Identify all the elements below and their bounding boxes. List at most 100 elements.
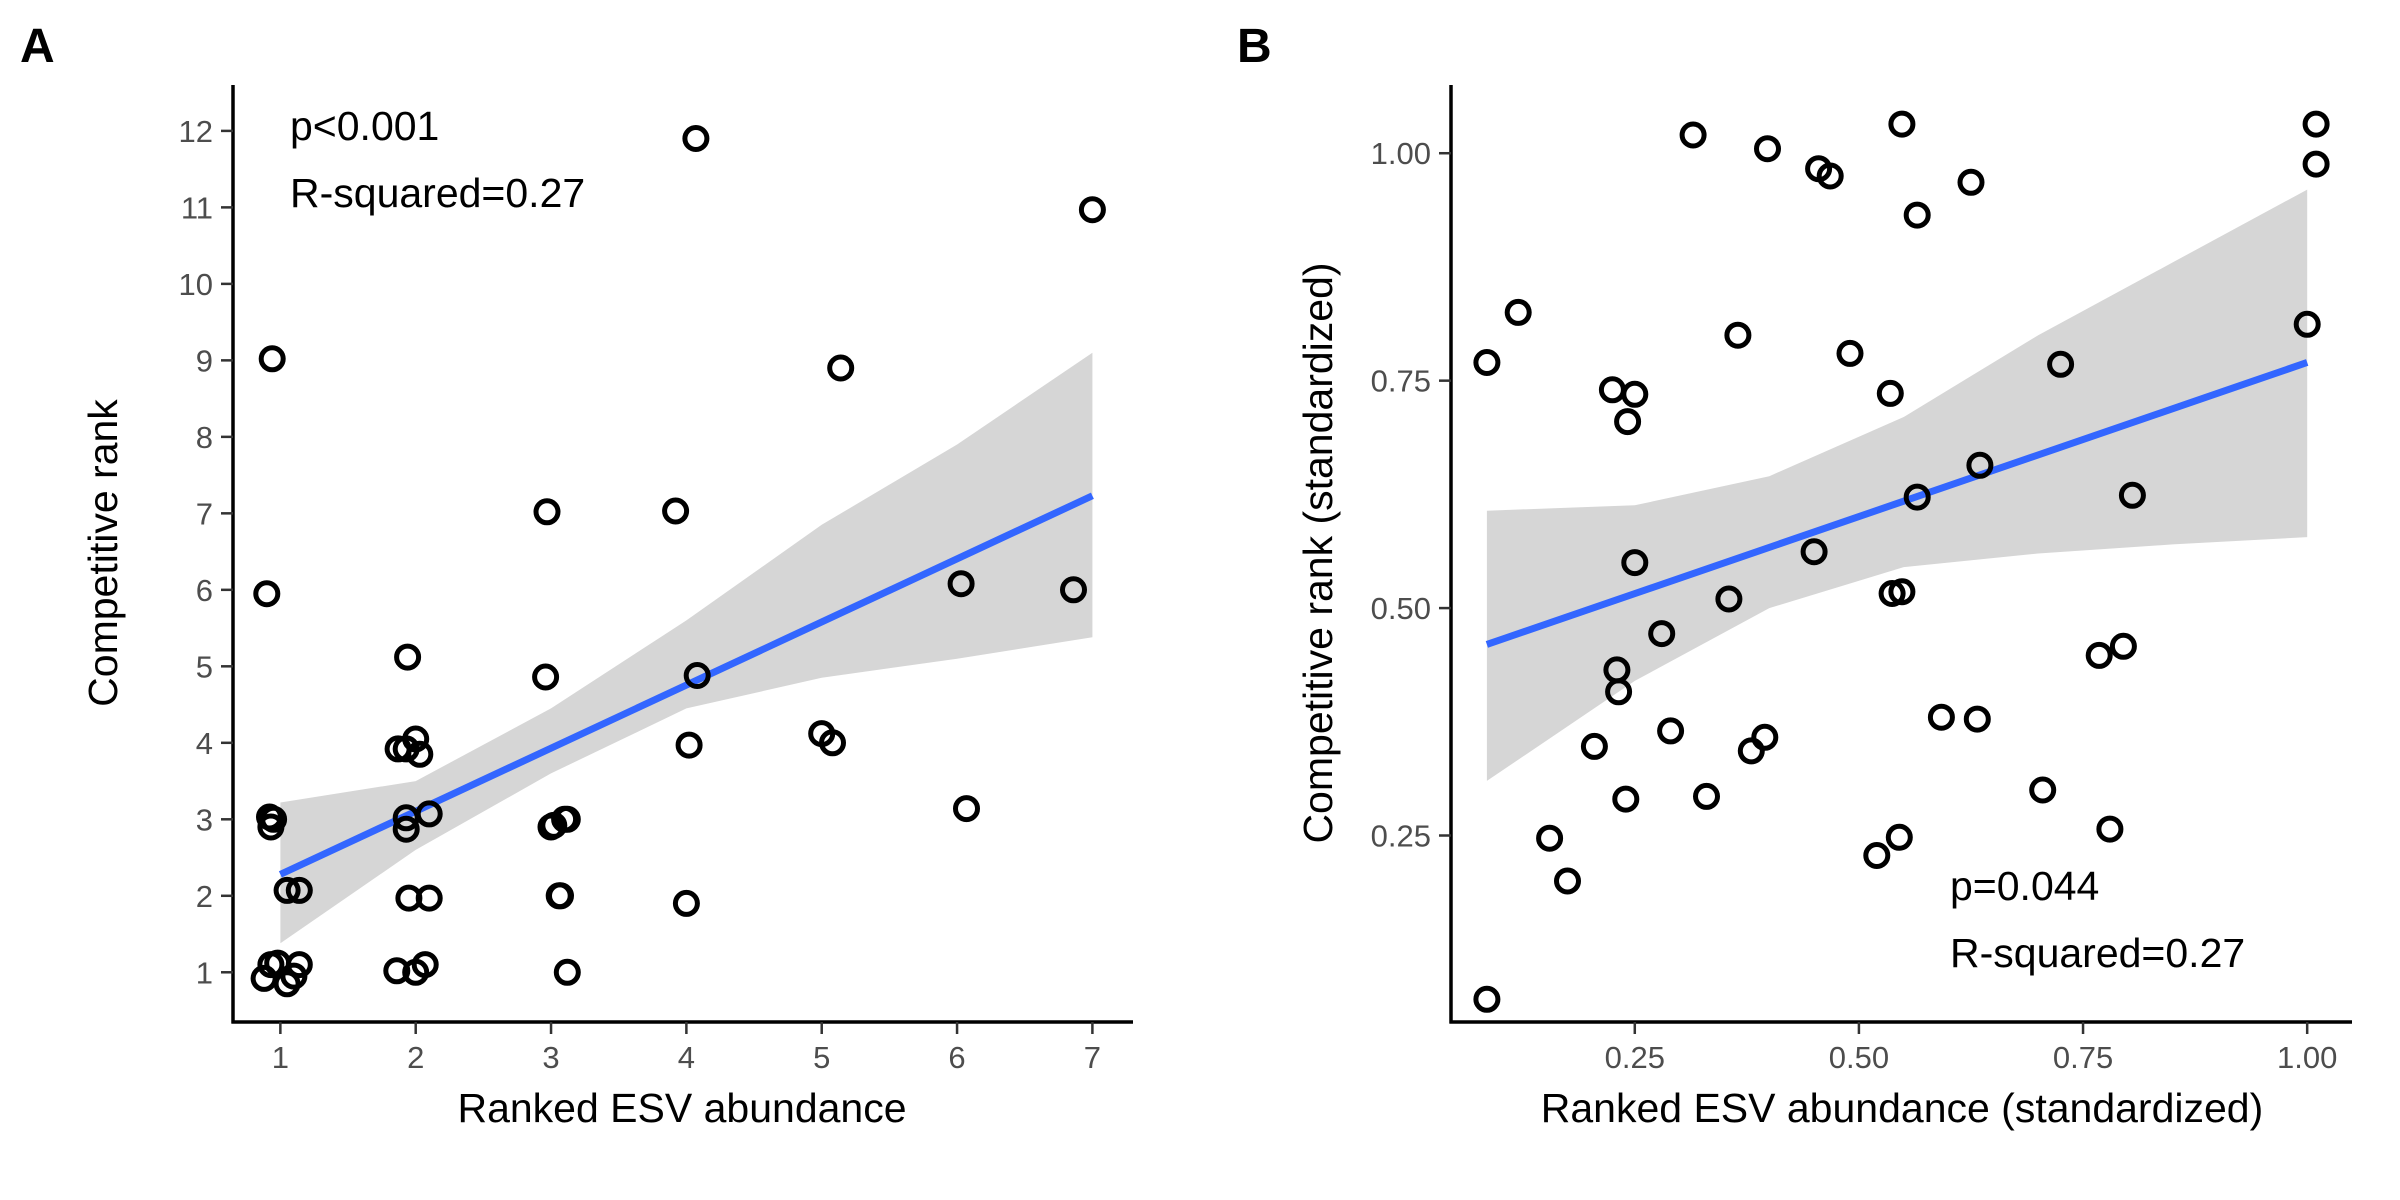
y-tick-label: 5 (196, 649, 213, 684)
x-tick-label: 4 (678, 1040, 695, 1075)
data-point (1605, 678, 1633, 706)
regression-line-panel-b (1485, 359, 2309, 648)
x-tick-label: 5 (813, 1040, 830, 1075)
data-point (2118, 481, 2146, 509)
data-point (1863, 842, 1891, 869)
data-point (1060, 576, 1087, 604)
data-point (2293, 310, 2321, 338)
data-point (547, 882, 574, 910)
data-point (1888, 578, 1916, 606)
data-point (1612, 785, 1640, 813)
annotation-p-value-a: p<0.001 (290, 103, 439, 149)
panel-label-a: A (20, 20, 55, 73)
data-point (1966, 451, 1994, 479)
data-point (553, 805, 581, 833)
data-point (683, 662, 711, 689)
data-point (675, 731, 703, 759)
data-point (532, 663, 560, 691)
x-tick-label: 0.50 (1829, 1040, 1889, 1075)
data-point (1648, 620, 1676, 648)
data-point (1754, 135, 1781, 163)
data-point (1657, 717, 1685, 745)
data-point (1888, 110, 1916, 138)
x-tick-label: 1.00 (2277, 1040, 2337, 1075)
data-point (1963, 705, 1991, 733)
y-tick-label: 4 (196, 726, 213, 761)
data-point (2096, 815, 2124, 843)
data-point (953, 795, 980, 823)
x-tick-label: 0.75 (2053, 1040, 2113, 1075)
y-tick-label: 11 (181, 190, 213, 225)
data-point (662, 497, 690, 525)
data-point (947, 570, 975, 598)
x-tick-label: 6 (948, 1040, 965, 1075)
data-point (1554, 867, 1581, 895)
data-point (406, 740, 434, 768)
data-point (1504, 298, 1532, 326)
data-point (1800, 538, 1828, 566)
data-point (1836, 339, 1864, 367)
y-tick-label: 7 (196, 496, 213, 531)
annotation-r-squared-a: R-squared=0.27 (290, 170, 585, 216)
y-tick-label: 6 (196, 573, 213, 608)
data-point (1903, 483, 1931, 511)
data-point (257, 951, 285, 979)
x-tick-label: 7 (1084, 1040, 1101, 1075)
data-point (1621, 549, 1649, 577)
panel-b: B 0.25 0.50 0.75 1.00 0.25 0.50 0.75 1.00 p=0.0… (1237, 20, 2352, 1131)
data-point (1473, 985, 1501, 1013)
y-tick-label: 8 (196, 420, 213, 455)
data-point (2302, 110, 2330, 138)
panel-label-b: B (1237, 20, 1272, 73)
data-point (415, 800, 443, 828)
data-point (260, 805, 288, 833)
data-point (1715, 585, 1743, 613)
data-point (1536, 824, 1564, 852)
data-point (1816, 162, 1844, 190)
data-point (533, 498, 561, 526)
data-point (1903, 201, 1931, 229)
data-point (273, 876, 301, 904)
data-point (1876, 379, 1904, 407)
data-point (1621, 380, 1649, 408)
data-point (553, 958, 581, 986)
data-point (1751, 723, 1779, 751)
data-point (1580, 732, 1608, 760)
data-point (1885, 823, 1913, 851)
data-point (285, 951, 313, 979)
data-point (2109, 632, 2137, 660)
y-axis-title-a: Competitive rank (80, 399, 126, 707)
x-tick-label: 1 (272, 1040, 289, 1075)
data-point (383, 957, 411, 985)
data-point (394, 643, 422, 671)
data-point (411, 951, 439, 979)
data-point (827, 354, 855, 382)
data-point (1724, 321, 1752, 349)
y-tick-label: 9 (196, 343, 213, 378)
data-point (1927, 703, 1955, 731)
data-point (2047, 350, 2075, 378)
data-point (415, 884, 443, 912)
data-point (1679, 121, 1707, 149)
x-tick-label: 0.25 (1605, 1040, 1665, 1075)
data-point (819, 729, 846, 757)
data-point (1473, 349, 1501, 376)
data-point (392, 815, 420, 843)
data-point (682, 125, 710, 152)
y-tick-label: 1 (196, 955, 213, 990)
x-axis-title-b: Ranked ESV abundance (standardized) (1541, 1085, 2264, 1131)
data-point (1737, 737, 1765, 765)
data-point (672, 889, 700, 917)
x-tick-label: 2 (407, 1040, 424, 1075)
data-point (2029, 776, 2057, 804)
y-tick-label: 2 (196, 879, 213, 914)
annotation-r-squared-b: R-squared=0.27 (1950, 930, 2245, 976)
y-tick-label: 12 (179, 114, 213, 149)
y-tick-label: 0.50 (1371, 591, 1431, 626)
data-point (258, 345, 286, 373)
y-axis-title-b: Competitive rank (standardized) (1295, 262, 1341, 843)
y-tick-label: 3 (196, 802, 213, 837)
data-point (1693, 782, 1720, 810)
confidence-band-panel-a (280, 352, 1093, 944)
